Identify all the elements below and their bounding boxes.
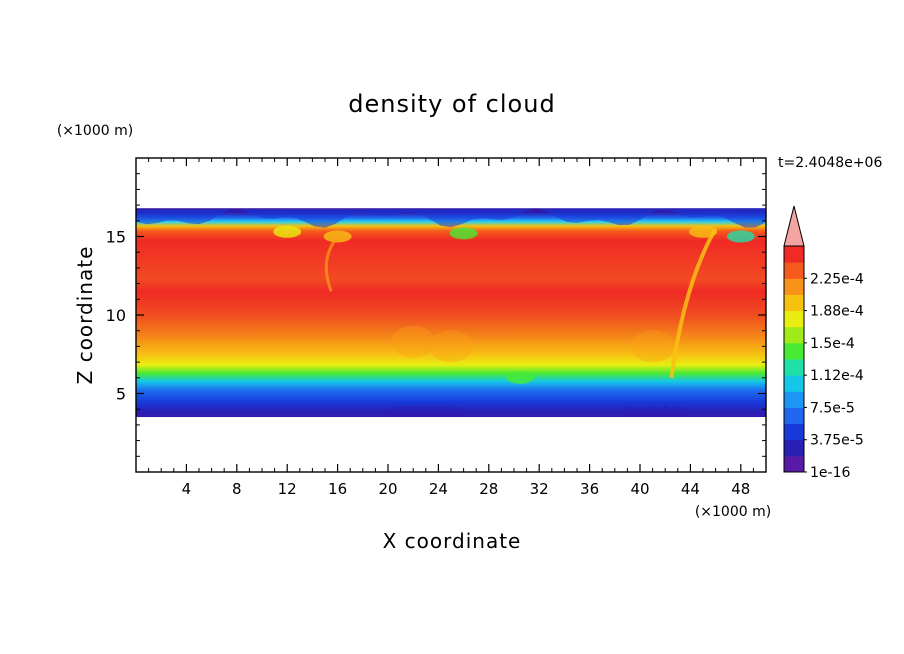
colorbar-segment — [784, 246, 804, 263]
colorbar: 1e-16 3.75e-5 7.5e-5 1.12e-4 1.5e-4 1.88e-4 2.… — [783, 205, 864, 481]
colorbar-label: 1.5e-4 — [810, 336, 855, 352]
colorbar-segment — [784, 439, 804, 457]
colorbar-label: 1.12e-4 — [810, 368, 864, 384]
y-axis-label: Z coordinate — [73, 246, 97, 385]
x-tick-label: 24 — [429, 480, 448, 498]
colorbar-segment — [784, 455, 804, 473]
colorbar-segment — [784, 278, 804, 295]
x-tick-label: 4 — [182, 480, 192, 498]
colorbar-segment — [784, 326, 804, 344]
cloud-eddy — [273, 225, 302, 238]
x-tick-label: 48 — [731, 480, 750, 498]
colorbar-segment — [784, 342, 804, 360]
x-tick-label: 36 — [580, 480, 599, 498]
colorbar-label: 1e-16 — [810, 465, 850, 481]
y-tick-label: 5 — [116, 385, 126, 404]
cloud-eddy — [726, 230, 755, 243]
x-tick-label: 32 — [530, 480, 549, 498]
cloud-eddy — [449, 227, 478, 240]
colorbar-segment — [784, 391, 804, 408]
x-tick-label: 20 — [378, 480, 397, 498]
colorbar-extension — [783, 205, 805, 247]
cloud-plume — [669, 227, 718, 379]
colorbar-segment — [784, 262, 804, 279]
cloud-band — [136, 208, 766, 418]
x-tick-label: 40 — [630, 480, 649, 498]
colorbar-label: 2.25e-4 — [810, 271, 864, 287]
plot-area — [136, 208, 766, 418]
y-axis-ticks: 5 10 15 — [106, 173, 766, 457]
time-label: t=2.4048e+06 — [778, 155, 882, 171]
x-tick-label: 16 — [328, 480, 347, 498]
cloud-disturbance — [391, 325, 436, 358]
colorbar-segment — [784, 423, 804, 441]
colorbar-frame — [783, 245, 805, 473]
cloud-patch — [506, 371, 535, 384]
y-tick-label: 15 — [106, 228, 126, 247]
colorbar-segment — [784, 407, 804, 425]
colorbar-segment — [784, 375, 804, 392]
colorbar-segment — [784, 359, 804, 376]
y-tick-label: 10 — [106, 306, 126, 325]
cloud-disturbance — [429, 330, 473, 363]
cloud-density-field — [136, 208, 766, 418]
colorbar-label: 1.88e-4 — [810, 304, 864, 320]
cloud-disturbance — [630, 330, 675, 363]
x-axis-label: X coordinate — [383, 529, 522, 553]
colorbar-segment — [784, 310, 804, 328]
x-tick-label: 8 — [232, 480, 242, 498]
x-tick-label: 44 — [681, 480, 700, 498]
x-unit-label: (×1000 m) — [695, 504, 771, 520]
chart-title: density of cloud — [348, 90, 555, 118]
y-unit-label: (×1000 m) — [57, 123, 133, 139]
colorbar-label: 3.75e-5 — [810, 433, 864, 449]
x-axis-ticks: 4 8 12 16 20 24 28 32 36 40 44 48 — [148, 158, 754, 498]
colorbar-label: 7.5e-5 — [810, 400, 855, 416]
x-tick-label: 28 — [479, 480, 498, 498]
cloud-top-boundary — [136, 208, 766, 228]
colorbar-segment — [784, 294, 804, 312]
cloud-base-boundary — [136, 405, 766, 418]
x-tick-label: 12 — [278, 480, 297, 498]
cloud-streak — [324, 235, 339, 293]
